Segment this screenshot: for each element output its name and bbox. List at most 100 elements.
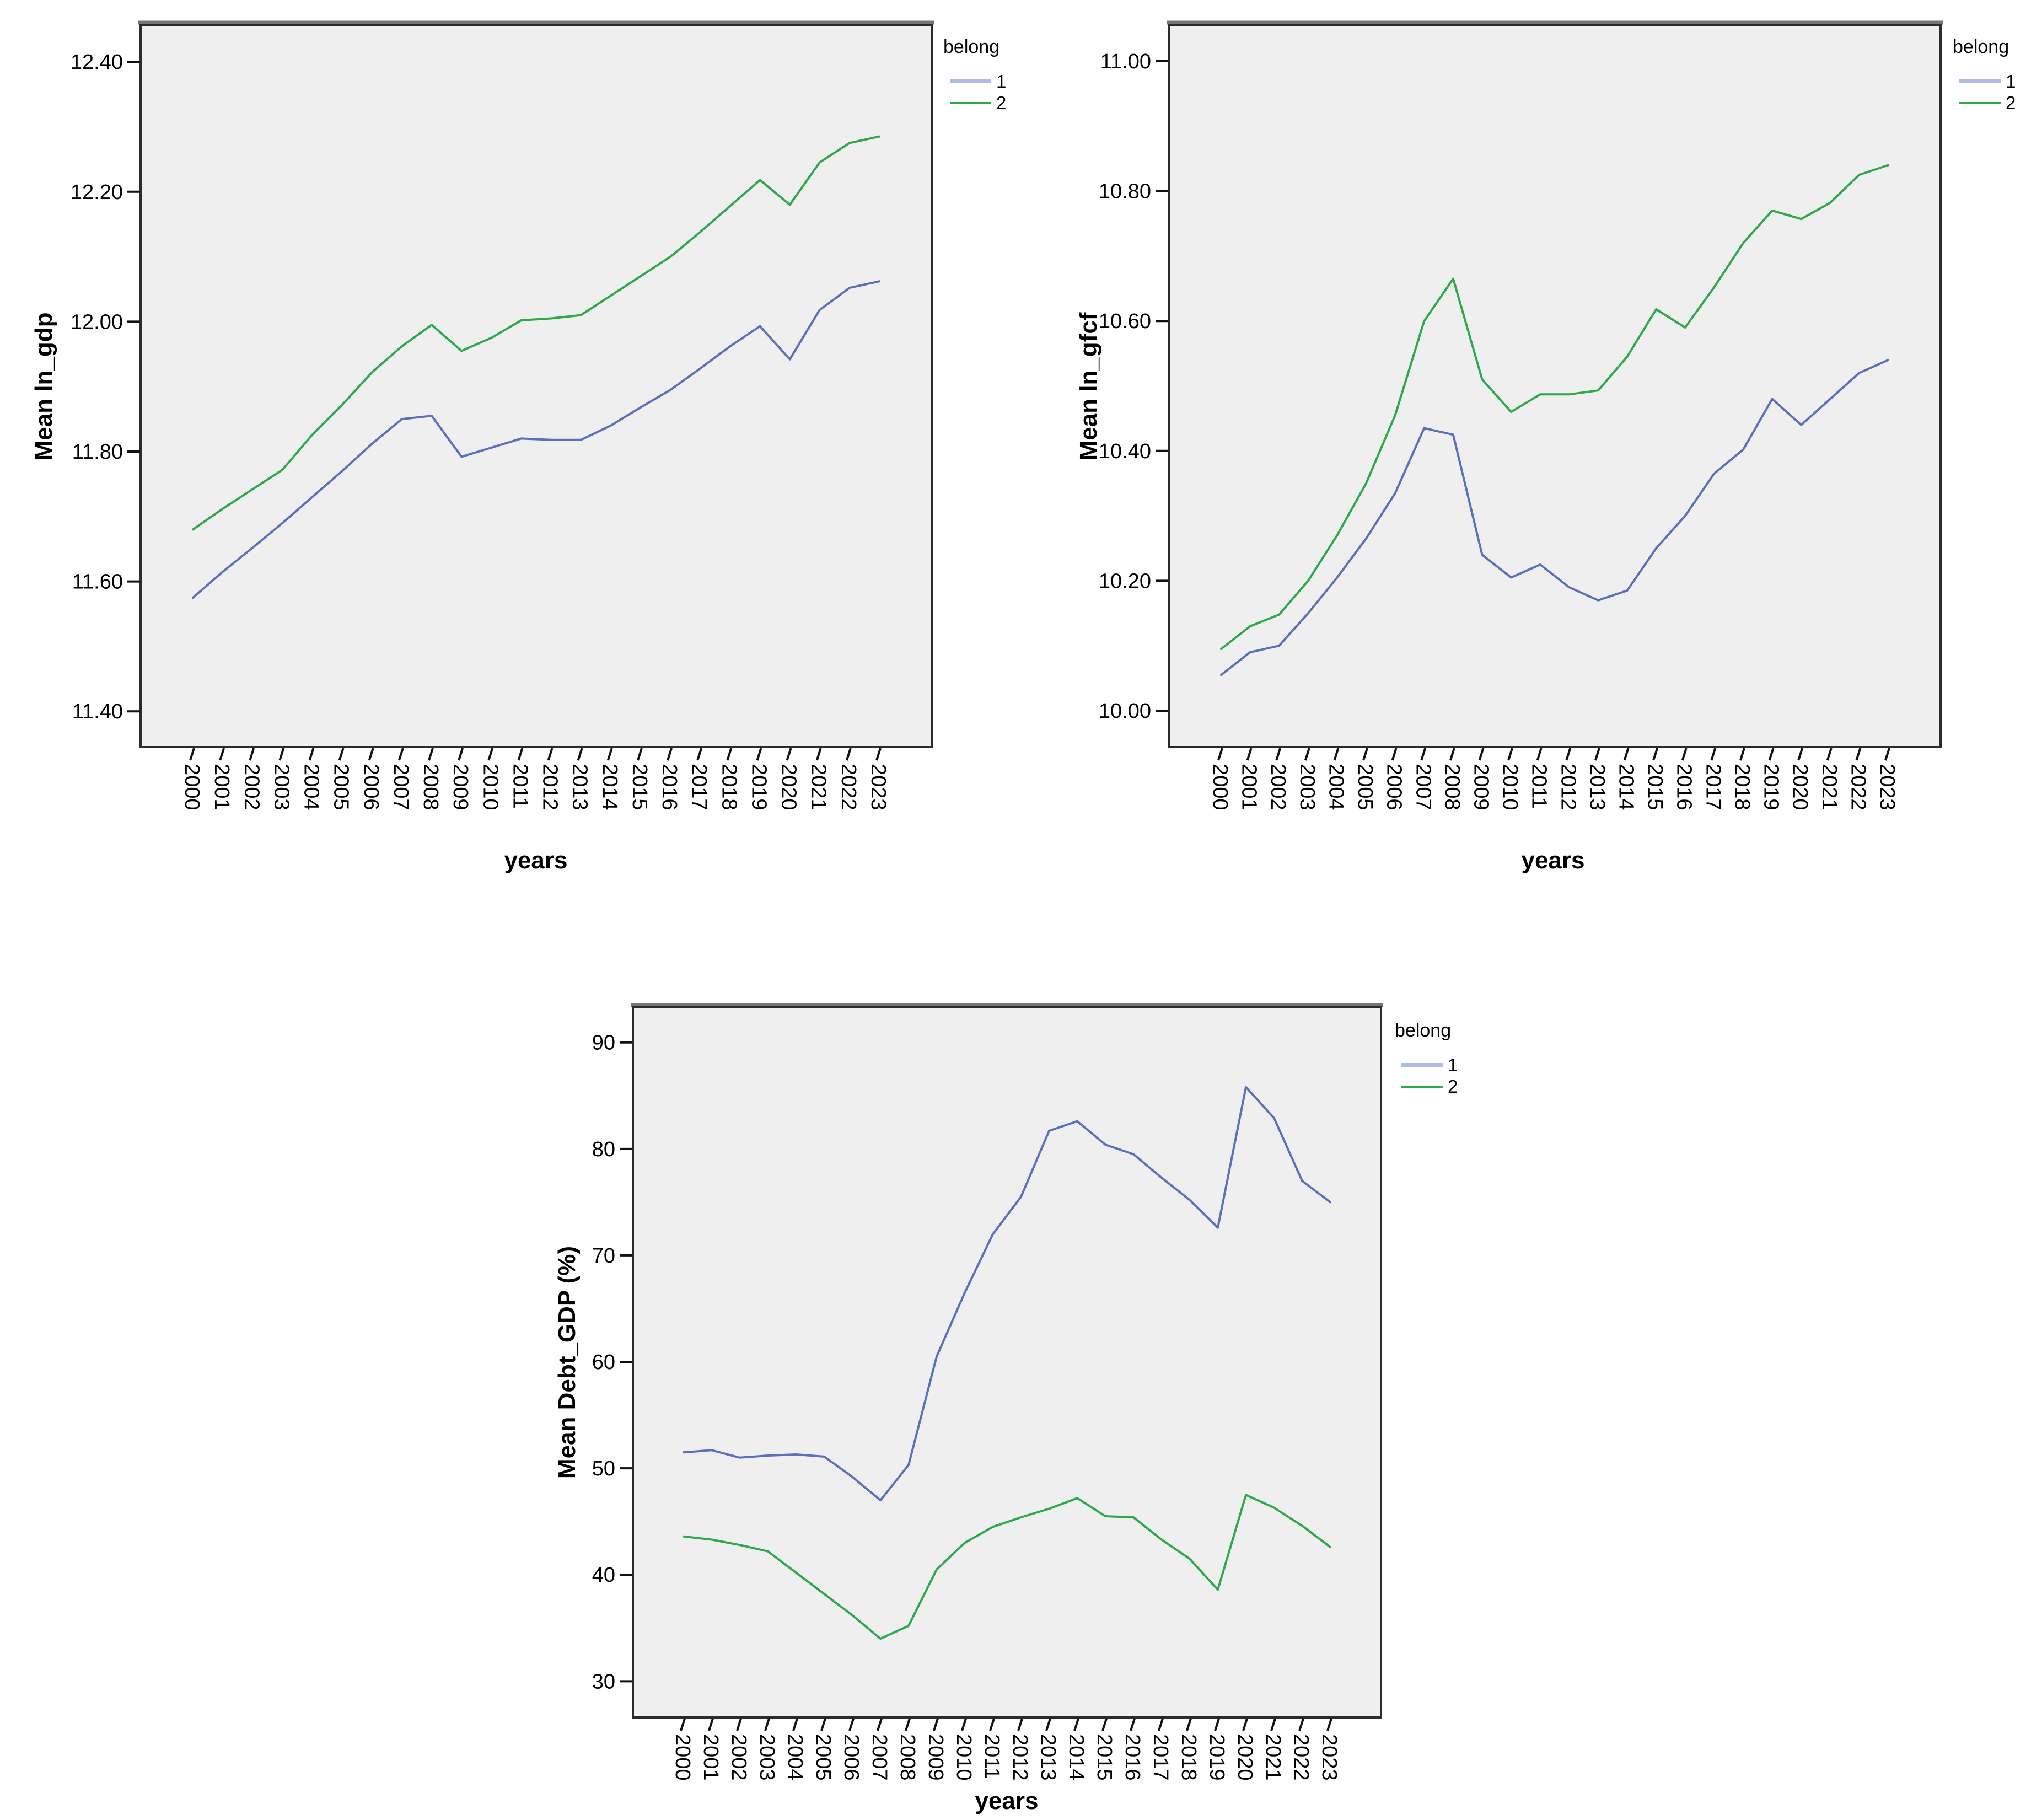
x-tick xyxy=(1884,748,1890,761)
x-tick-label: 2016 xyxy=(1673,764,1696,810)
x-tick-label: 2022 xyxy=(1846,764,1869,810)
x-tick xyxy=(637,748,643,761)
x-tick-label: 2015 xyxy=(1643,764,1667,810)
plot-frame xyxy=(632,1006,1382,1719)
legend-item-group-2: 2 xyxy=(1953,92,2016,114)
x-tick xyxy=(786,748,792,761)
x-tick-label: 2017 xyxy=(1149,1734,1172,1781)
y-tick-label: 70 xyxy=(592,1244,615,1268)
x-tick-label: 2018 xyxy=(1731,764,1754,810)
x-tick-label: 2009 xyxy=(1469,764,1492,810)
x-tick xyxy=(989,1718,995,1731)
y-tick-label: 11.40 xyxy=(72,700,123,723)
legend-label-group-2: 2 xyxy=(2006,93,2016,113)
x-tick xyxy=(1270,1718,1276,1731)
x-tick-label: 2011 xyxy=(508,764,531,809)
x-tick-label: 2021 xyxy=(1818,764,1841,810)
x-tick-label: 2002 xyxy=(240,764,263,810)
legend-title: belong xyxy=(943,36,1000,57)
chart-mean-debt-gdp: 30 40 50 60 70 80 90 2000 2001 2002 2003 2004 2005 20… xyxy=(518,987,1522,1820)
x-tick-label: 2022 xyxy=(837,764,860,810)
x-tick-label: 2020 xyxy=(777,764,800,810)
x-tick-label: 2005 xyxy=(1353,764,1377,810)
x-tick xyxy=(1362,748,1368,761)
x-tick-label: 2008 xyxy=(1441,764,1464,810)
x-tick xyxy=(1739,748,1745,761)
x-tick xyxy=(249,748,255,761)
y-tick-label: 40 xyxy=(592,1564,615,1587)
x-tick-label: 2015 xyxy=(628,764,651,810)
x-tick-label: 2009 xyxy=(924,1734,947,1781)
x-tick xyxy=(1652,748,1659,761)
y-tick-label: 90 xyxy=(592,1032,615,1055)
x-tick-label: 2011 xyxy=(1528,764,1551,809)
y-tick-label: 10.00 xyxy=(1099,700,1151,723)
x-tick xyxy=(1826,748,1833,761)
x-tick-label: 2010 xyxy=(479,764,502,810)
x-tick xyxy=(1565,748,1572,761)
legend-item-group-1: 1 xyxy=(943,71,1006,92)
x-tick xyxy=(848,1718,855,1731)
x-tick-label: 2015 xyxy=(1093,1734,1116,1781)
x-tick xyxy=(1449,748,1455,761)
y-tick-label: 80 xyxy=(592,1138,615,1161)
x-tick-label: 2023 xyxy=(867,764,890,810)
x-tick xyxy=(792,1718,798,1731)
x-tick-label: 2019 xyxy=(747,764,770,810)
x-tick-label: 2012 xyxy=(539,764,562,810)
x-tick xyxy=(696,748,703,761)
x-tick xyxy=(736,1718,742,1731)
x-tick xyxy=(1073,1718,1079,1731)
legend-item-group-2: 2 xyxy=(1395,1076,1458,1097)
x-tick xyxy=(680,1718,686,1731)
legend-label-group-1: 1 xyxy=(1448,1055,1458,1075)
x-tick xyxy=(398,748,404,761)
x-tick-label: 2003 xyxy=(755,1734,778,1781)
x-tick-label: 2010 xyxy=(1498,764,1522,810)
x-tick-label: 2000 xyxy=(1208,764,1232,810)
x-tick xyxy=(278,748,285,761)
x-tick xyxy=(1045,1718,1051,1731)
x-tick-label: 2000 xyxy=(180,764,203,810)
y-axis-title: Mean ln_gfcf xyxy=(1075,312,1102,461)
x-tick-label: 2002 xyxy=(727,1734,750,1781)
x-tick-label: 2000 xyxy=(671,1734,694,1781)
x-tick-label: 2013 xyxy=(1036,1734,1060,1781)
x-tick xyxy=(1855,748,1862,761)
x-tick-label: 2007 xyxy=(1411,764,1434,810)
series-line-group-2 xyxy=(1220,164,1889,651)
x-tick xyxy=(458,748,464,761)
x-tick-label: 2001 xyxy=(699,1734,722,1781)
plot-area xyxy=(633,1007,1381,1717)
x-tick xyxy=(1710,748,1717,761)
x-tick-label: 2018 xyxy=(717,764,740,810)
x-axis-title: years xyxy=(975,1787,1039,1814)
legend-line-swatch-group-1 xyxy=(1959,79,2001,83)
x-tick-label: 2018 xyxy=(1177,1734,1200,1781)
x-tick xyxy=(308,748,315,761)
x-tick xyxy=(189,748,195,761)
x-tick xyxy=(428,748,434,761)
y-axis-title: Mean ln_gdp xyxy=(30,312,57,461)
x-tick-label: 2007 xyxy=(868,1734,891,1781)
x-tick-label: 2021 xyxy=(1261,1734,1285,1781)
legend-label-group-1: 1 xyxy=(2006,71,2016,92)
x-tick xyxy=(1130,1718,1136,1731)
x-tick xyxy=(1275,748,1282,761)
x-tick-label: 2020 xyxy=(1233,1734,1256,1781)
y-tick-label: 12.00 xyxy=(71,310,123,334)
x-tick-label: 2001 xyxy=(210,764,233,810)
x-tick-label: 2014 xyxy=(1615,764,1638,810)
x-tick-label: 2023 xyxy=(1876,764,1899,810)
plot-area xyxy=(141,25,932,747)
x-tick-label: 2014 xyxy=(598,764,621,810)
chart-mean-ln-gdp: 11.40 11.60 11.80 12.00 12.20 12.40 2000 2001 20… xyxy=(0,0,1053,915)
x-tick-label: 2006 xyxy=(1383,764,1406,810)
x-tick xyxy=(820,1718,826,1731)
x-tick-label: 2008 xyxy=(419,764,442,810)
x-tick xyxy=(667,748,673,761)
x-tick-label: 2019 xyxy=(1760,764,1783,810)
y-tick-label: 10.60 xyxy=(1099,310,1151,333)
legend-item-group-2: 2 xyxy=(943,92,1006,114)
legend-line-swatch-group-2 xyxy=(950,101,991,104)
